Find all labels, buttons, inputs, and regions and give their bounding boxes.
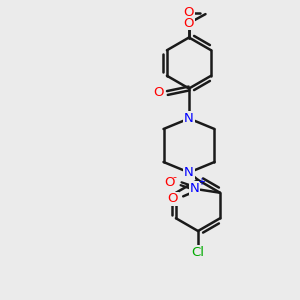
Text: Cl: Cl xyxy=(191,246,205,259)
Text: O: O xyxy=(168,192,178,205)
Text: N: N xyxy=(184,166,194,179)
Text: O: O xyxy=(154,86,164,100)
Text: O: O xyxy=(184,6,194,19)
Text: O: O xyxy=(164,176,175,189)
Text: N: N xyxy=(190,182,200,195)
Text: +: + xyxy=(197,177,205,187)
Text: O: O xyxy=(184,16,194,30)
Text: -: - xyxy=(172,172,176,182)
Text: N: N xyxy=(184,112,194,125)
